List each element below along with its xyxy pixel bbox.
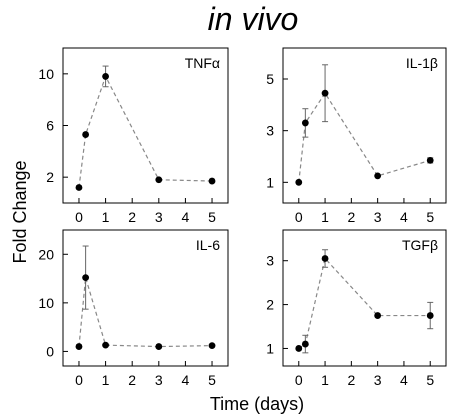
x-tick-label: 2 bbox=[347, 372, 355, 388]
x-tick-label: 5 bbox=[426, 372, 434, 388]
figure-title: in vivo bbox=[208, 1, 299, 37]
x-tick-label: 1 bbox=[321, 209, 329, 225]
x-tick-label: 4 bbox=[182, 372, 190, 388]
y-tick-label: 1 bbox=[266, 340, 274, 356]
data-point bbox=[321, 255, 329, 262]
y-tick-label: 3 bbox=[266, 123, 274, 139]
panel-label-il1b: IL-1β bbox=[406, 55, 438, 71]
panel-label-tnfa: TNFα bbox=[185, 55, 220, 71]
x-tick-label: 0 bbox=[75, 372, 83, 388]
plot-frame-il1b bbox=[282, 47, 447, 204]
x-tick-label: 0 bbox=[75, 209, 83, 225]
y-tick-label: 10 bbox=[38, 295, 54, 311]
x-tick-label: 5 bbox=[426, 209, 434, 225]
data-point bbox=[295, 178, 303, 186]
data-point bbox=[301, 340, 309, 348]
data-point bbox=[374, 312, 382, 319]
data-point bbox=[102, 73, 109, 80]
x-tick-label: 1 bbox=[102, 209, 110, 225]
data-point bbox=[208, 177, 216, 185]
plot-frame-tnfa bbox=[62, 47, 229, 204]
data-point bbox=[426, 156, 434, 164]
y-tick-label: 2 bbox=[46, 169, 54, 185]
y-tick-label: 1 bbox=[266, 174, 274, 190]
panel-tnfa: 0 1 2 3 4 5 2 6 10 TNFα bbox=[38, 47, 229, 225]
panel-il6: 0 1 2 3 4 5 0 10 20 IL-6 bbox=[38, 229, 229, 388]
panel-tgfb: 0 1 2 3 4 5 1 2 3 TGFβ bbox=[266, 229, 447, 388]
data-point bbox=[155, 176, 163, 184]
series-line-il6 bbox=[78, 277, 213, 348]
x-tick-label: 5 bbox=[208, 209, 216, 225]
data-point bbox=[82, 274, 90, 281]
x-tick-label: 4 bbox=[400, 209, 408, 225]
x-tick-label: 3 bbox=[374, 209, 382, 225]
x-tick-label: 3 bbox=[155, 372, 163, 388]
x-axis-title: Time (days) bbox=[210, 394, 304, 414]
data-point bbox=[155, 343, 163, 350]
x-tick-label: 1 bbox=[102, 372, 110, 388]
x-tick-label: 4 bbox=[182, 209, 190, 225]
series-line-tnfa bbox=[78, 74, 213, 188]
x-tick-label: 4 bbox=[400, 372, 408, 388]
data-point bbox=[301, 119, 309, 127]
x-tick-label: 5 bbox=[208, 372, 216, 388]
plot-frame-tgfb bbox=[282, 229, 447, 367]
series-line-il1b bbox=[298, 92, 431, 183]
panel-label-il6: IL-6 bbox=[196, 237, 220, 253]
plot-frame-il6 bbox=[62, 229, 229, 367]
y-tick-label: 20 bbox=[38, 246, 54, 262]
panel-label-tgfb: TGFβ bbox=[402, 237, 438, 253]
x-tick-label: 0 bbox=[295, 372, 303, 388]
series-line-tgfb bbox=[298, 257, 431, 349]
data-point bbox=[426, 312, 434, 319]
y-tick-label: 10 bbox=[38, 66, 54, 82]
y-tick-label: 2 bbox=[266, 297, 274, 313]
x-tick-label: 0 bbox=[295, 209, 303, 225]
x-tick-label: 2 bbox=[128, 209, 136, 225]
data-point bbox=[208, 342, 216, 349]
y-tick-label: 5 bbox=[266, 71, 274, 87]
data-point bbox=[295, 345, 303, 352]
data-point bbox=[75, 343, 83, 350]
data-point bbox=[321, 89, 329, 97]
x-tick-label: 2 bbox=[128, 372, 136, 388]
panel-il1b: 0 1 2 3 4 5 1 3 5 IL-1β bbox=[266, 47, 447, 225]
x-tick-label: 3 bbox=[155, 209, 163, 225]
x-tick-label: 3 bbox=[374, 372, 382, 388]
data-point bbox=[102, 341, 109, 349]
data-point bbox=[374, 172, 382, 180]
y-tick-label: 0 bbox=[46, 343, 54, 359]
x-tick-label: 1 bbox=[321, 372, 329, 388]
data-point bbox=[75, 184, 83, 191]
y-tick-label: 3 bbox=[266, 253, 274, 269]
y-axis-title: Fold Change bbox=[10, 160, 30, 263]
data-point bbox=[82, 131, 90, 138]
y-tick-label: 6 bbox=[46, 118, 54, 134]
x-tick-label: 2 bbox=[347, 209, 355, 225]
